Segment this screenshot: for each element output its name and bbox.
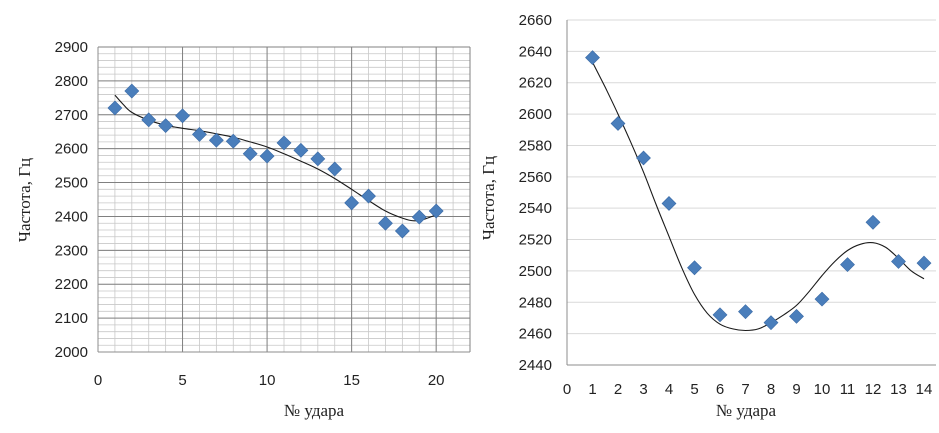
left-y-tick-label: 2800: [55, 73, 88, 90]
right-data-point: [789, 308, 804, 324]
right-y-tick-label: 2660: [519, 12, 552, 29]
right-x-tick-label: 7: [741, 381, 749, 398]
right-y-tick-label: 2560: [519, 169, 552, 186]
right-y-tick-label: 2460: [519, 326, 552, 343]
right-data-point: [840, 257, 855, 273]
left-data-point: [344, 195, 360, 211]
left-y-tick-label: 2000: [55, 344, 88, 361]
right-data-point: [585, 50, 600, 66]
left-y-tick-label: 2400: [55, 208, 88, 225]
left-data-point: [175, 108, 190, 124]
right-chart-x-axis-title: № удара: [716, 401, 777, 420]
left-chart-points: [107, 83, 444, 239]
right-x-tick-label: 8: [767, 381, 775, 398]
right-y-tick-label: 2600: [519, 106, 552, 123]
right-y-tick-label: 2640: [519, 43, 552, 60]
left-chart-trendline: [114, 94, 437, 222]
left-data-point: [276, 135, 292, 151]
right-data-point: [916, 255, 932, 271]
right-y-tick-label: 2440: [519, 357, 552, 374]
right-x-tick-label: 14: [916, 381, 933, 398]
right-x-tick-label: 13: [890, 381, 907, 398]
left-data-point: [411, 209, 427, 225]
left-x-tick-label: 15: [343, 372, 360, 389]
left-x-tick-label: 5: [178, 372, 186, 389]
right-data-point: [738, 304, 753, 320]
left-data-point: [327, 161, 343, 177]
right-data-point: [687, 260, 702, 276]
left-y-tick-label: 2700: [55, 107, 88, 124]
right-chart-y-ticks: 2440 2460 2480 2500 2520 2540 2560 2580 2600 2620…: [519, 12, 552, 374]
left-data-point: [208, 132, 224, 148]
left-x-tick-label: 10: [259, 372, 276, 389]
right-x-tick-label: 5: [690, 381, 698, 398]
right-chart-trendline: [592, 62, 925, 332]
right-y-tick-label: 2480: [519, 294, 552, 311]
right-x-tick-label: 2: [614, 381, 622, 398]
left-data-point: [394, 223, 410, 239]
left-y-tick-label: 2600: [55, 141, 88, 158]
left-data-point: [259, 148, 275, 164]
right-data-point: [814, 291, 830, 307]
left-y-tick-label: 2300: [55, 242, 88, 259]
left-data-point: [225, 133, 241, 149]
left-y-tick-label: 2100: [55, 310, 88, 327]
right-chart-x-ticks: 0 1 2 3 4 5 6 7 8 9 10 11 12 13 14: [563, 381, 933, 398]
left-chart-axes: [97, 47, 470, 353]
right-y-tick-label: 2540: [519, 200, 552, 217]
right-data-point: [636, 150, 651, 166]
left-chart-grid: [97, 46, 471, 353]
left-data-point: [378, 215, 393, 231]
left-data-point: [107, 100, 123, 116]
left-y-tick-label: 2500: [55, 175, 88, 192]
right-data-point: [712, 307, 728, 323]
right-x-tick-label: 10: [814, 381, 831, 398]
right-y-tick-label: 2580: [519, 137, 552, 154]
right-x-tick-label: 0: [563, 381, 571, 398]
left-data-point: [310, 151, 326, 167]
left-y-tick-label: 2900: [55, 39, 88, 56]
right-y-tick-label: 2500: [519, 263, 552, 280]
left-y-tick-label: 2200: [55, 276, 88, 293]
right-chart-grid: [567, 19, 936, 335]
left-data-point: [124, 83, 140, 99]
right-chart-y-axis-title: Частота, Гц: [479, 156, 498, 240]
right-x-tick-label: 9: [792, 381, 800, 398]
left-data-point: [192, 127, 207, 142]
right-x-tick-label: 6: [716, 381, 724, 398]
right-chart: 0 1 2 3 4 5 6 7 8 9 10 11 12 13 14 2440246024802500252…: [479, 12, 936, 420]
left-data-point: [293, 142, 309, 158]
right-data-point: [763, 315, 779, 331]
left-data-point: [141, 112, 157, 128]
right-data-point: [610, 116, 626, 131]
right-data-point: [865, 214, 881, 230]
left-x-tick-label: 0: [94, 372, 102, 389]
left-data-point: [361, 188, 376, 204]
left-chart-y-ticks: 2000 2100 2200 2300 2400 2500 2600 2700 2800 2900: [55, 39, 88, 361]
left-chart-y-axis-title: Частота, Гц: [15, 158, 34, 242]
right-x-tick-label: 12: [865, 381, 882, 398]
left-data-point: [428, 203, 444, 219]
left-chart: 0 5 10 15 20 2000 2100 2200 2300 2400 2500 2600 270…: [15, 39, 471, 420]
right-chart-points: [585, 50, 932, 331]
right-chart-axes: [566, 20, 936, 366]
right-x-tick-label: 11: [840, 381, 856, 398]
right-y-tick-label: 2520: [519, 232, 552, 249]
left-data-point: [158, 118, 174, 134]
right-x-tick-label: 4: [665, 381, 673, 398]
right-data-point: [891, 254, 906, 269]
right-y-tick-label: 2620: [519, 75, 552, 92]
left-data-point: [242, 146, 258, 162]
right-x-tick-label: 1: [588, 381, 596, 398]
left-chart-x-ticks: 0 5 10 15 20: [94, 372, 445, 389]
left-x-tick-label: 20: [428, 372, 445, 389]
right-x-tick-label: 3: [639, 381, 647, 398]
left-chart-x-axis-title: № удара: [284, 401, 345, 420]
right-data-point: [661, 196, 677, 211]
